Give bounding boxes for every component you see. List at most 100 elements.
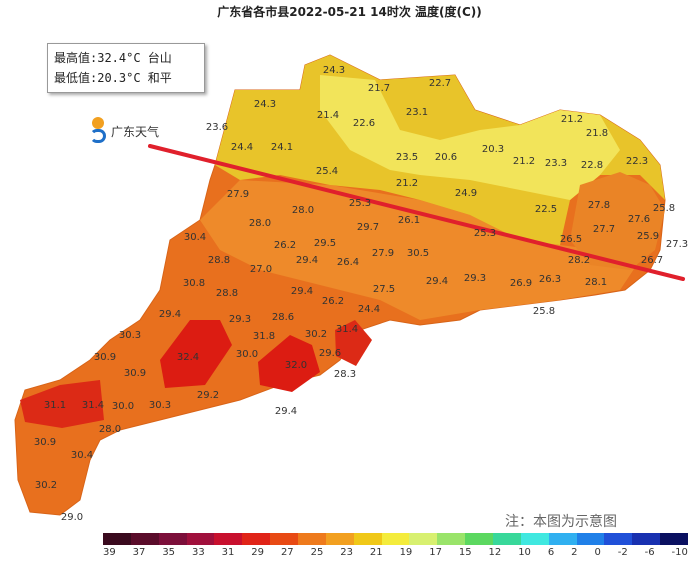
hot-region-west — [20, 380, 104, 428]
hot-region-taishan — [258, 335, 320, 392]
station-temperature-label: 30.2 — [35, 480, 57, 491]
legend-color-swatch — [493, 533, 521, 545]
annotation-line — [148, 144, 685, 281]
station-temperature-label: 24.4 — [231, 142, 253, 153]
station-temperature-label: 29.4 — [291, 286, 313, 297]
legend-color-swatch — [381, 533, 410, 545]
station-temperature-label: 27.8 — [588, 200, 610, 211]
station-temperature-label: 20.3 — [482, 144, 504, 155]
station-temperature-label: 24.3 — [323, 65, 345, 76]
station-temperature-label: 27.9 — [227, 189, 249, 200]
min-value-label: 最低值:20.3°C 和平 — [54, 71, 172, 85]
station-temperature-label: 25.8 — [653, 203, 675, 214]
legend-tick-label: 31 — [221, 547, 235, 558]
legend-tick-label: 10 — [518, 547, 531, 558]
max-value-label: 最高值:32.4°C 台山 — [54, 51, 172, 65]
station-temperature-label: 26.5 — [560, 234, 582, 245]
station-temperature-label: 26.9 — [510, 278, 532, 289]
station-temperature-label: 29.4 — [296, 255, 318, 266]
station-temperature-label: 26.1 — [398, 215, 420, 226]
station-temperature-label: 31.4 — [336, 324, 358, 335]
station-temperature-label: 28.3 — [334, 369, 356, 380]
station-temperature-label: 30.9 — [124, 368, 146, 379]
logo-text: 广东天气 — [111, 124, 160, 139]
station-temperature-label: 29.2 — [197, 390, 219, 401]
station-temperature-label: 27.5 — [373, 284, 395, 295]
station-temperature-label: 29.3 — [229, 314, 251, 325]
legend-tick-label: 15 — [458, 547, 472, 558]
legend-color-swatch — [437, 533, 466, 545]
station-temperature-label: 21.2 — [396, 178, 418, 189]
station-temperature-label: 29.4 — [275, 406, 297, 417]
map-title: 广东省各市县2022-05-21 14时次 温度(度(C)) — [217, 5, 482, 19]
station-temperature-label: 29.7 — [357, 222, 379, 233]
legend-tick-label: 21 — [369, 547, 383, 558]
legend-tick-label: 0 — [594, 547, 601, 558]
station-temperature-label: 26.3 — [539, 274, 561, 285]
legend-tick-label: 29 — [251, 547, 265, 558]
station-temperature-label: 31.1 — [44, 400, 66, 411]
station-temperature-label: 21.2 — [513, 156, 535, 167]
sun-wave-logo-icon — [88, 117, 108, 145]
station-temperature-label: 27.7 — [593, 224, 615, 235]
legend-tick-label: 25 — [310, 547, 324, 558]
station-temperature-label: 23.5 — [396, 152, 418, 163]
station-temperature-label: 27.6 — [628, 214, 650, 225]
legend-color-swatch — [604, 533, 633, 545]
legend-color-swatch — [298, 533, 326, 545]
station-temperature-label: 26.2 — [322, 296, 344, 307]
station-temperature-label: 30.4 — [184, 232, 206, 243]
legend-tick-label: 2 — [571, 547, 578, 558]
station-temperature-label: 21.2 — [561, 114, 583, 125]
east-orange-region — [570, 172, 665, 270]
station-temperature-label: 24.4 — [358, 304, 380, 315]
legend-tick-label: 35 — [162, 547, 176, 558]
legend-tick-label: -10 — [671, 547, 688, 558]
station-temperature-label: 25.4 — [316, 166, 338, 177]
station-temperature-label: 24.9 — [455, 188, 477, 199]
station-temperature-label: 22.6 — [353, 118, 375, 129]
station-temperature-label: 30.0 — [112, 401, 134, 412]
station-temperature-label: 29.5 — [314, 238, 336, 249]
station-temperature-label: 28.8 — [216, 288, 238, 299]
station-temperature-label: 25.3 — [474, 228, 496, 239]
legend-color-swatch — [576, 533, 605, 545]
hot-region-dongguan — [335, 320, 372, 366]
logo: 广东天气 — [88, 117, 159, 145]
station-temperature-label: 20.6 — [435, 152, 457, 163]
legend-color-swatch — [660, 533, 689, 545]
station-temperature-label: 30.9 — [94, 352, 116, 363]
station-temperature-label: 31.8 — [253, 331, 275, 342]
station-labels: 24.321.7 22.724.321.422.623.123.624.4 24.1… — [34, 65, 688, 523]
station-temperature-label: 32.0 — [285, 360, 307, 371]
legend-tick-label: 12 — [488, 547, 502, 558]
station-temperature-label: 27.9 — [372, 248, 394, 259]
station-temperature-label: 29.4 — [426, 276, 448, 287]
station-temperature-label: 32.4 — [177, 352, 199, 363]
station-temperature-label: 30.2 — [305, 329, 327, 340]
station-temperature-label: 28.2 — [568, 255, 590, 266]
disclaimer-note: 注：本图为示意图 — [505, 514, 617, 530]
station-temperature-label: 30.8 — [183, 278, 205, 289]
color-legend-ticks: 39 37 35 33 31 29 27 25 23 21 19 17 15 12 10 6 2 0 -2 -6 -10 — [103, 547, 688, 561]
legend-color-swatch — [465, 533, 494, 545]
station-temperature-label: 28.8 — [208, 255, 230, 266]
station-temperature-label: 29.3 — [464, 273, 486, 284]
legend-color-swatch — [353, 533, 382, 545]
station-temperature-label: 30.3 — [149, 400, 171, 411]
station-temperature-label: 21.7 — [368, 83, 390, 94]
legend-tick-label: 39 — [103, 547, 116, 558]
station-temperature-label: 21.4 — [317, 110, 339, 121]
legend-color-swatch — [158, 533, 187, 545]
legend-tick-label: 27 — [280, 547, 294, 558]
legend-tick-label: -2 — [617, 547, 628, 558]
north-pale-yellow-region — [320, 75, 620, 200]
station-temperature-label: 22.8 — [581, 160, 603, 171]
color-legend-bar — [103, 533, 689, 545]
station-temperature-label: 24.3 — [254, 99, 276, 110]
station-temperature-label: 31.4 — [82, 400, 104, 411]
station-temperature-label: 30.0 — [236, 349, 258, 360]
station-temperature-label: 24.1 — [271, 142, 293, 153]
